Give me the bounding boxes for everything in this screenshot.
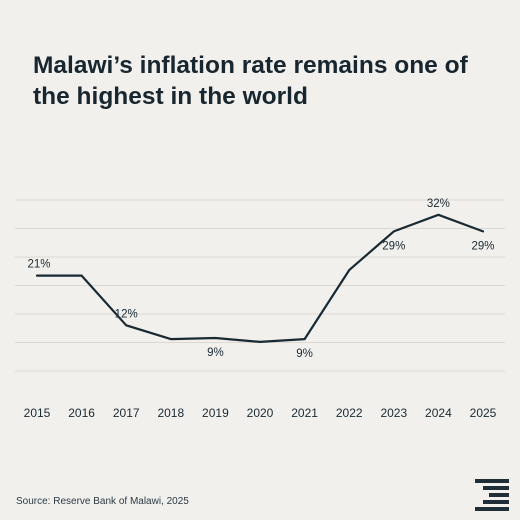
data-label: 21% — [27, 259, 50, 271]
x-tick-label: 2016 — [68, 406, 95, 420]
x-tick-label: 2019 — [202, 406, 229, 420]
source-note: Source: Reserve Bank of Malawi, 2025 — [16, 496, 189, 507]
stacked-bars-logo-icon — [475, 479, 509, 511]
line-chart: 2015 2016 2017 2018 2019 2020 2021 2022 2023 2024… — [15, 198, 505, 420]
chart-title: Malawi’s inflation rate remains one of t… — [33, 52, 468, 110]
gridlines — [15, 199, 505, 372]
data-label: 29% — [471, 240, 494, 252]
data-label: 9% — [296, 348, 313, 360]
x-tick-label: 2024 — [425, 406, 452, 420]
x-tick-label: 2023 — [380, 406, 407, 420]
x-tick-label: 2021 — [291, 406, 318, 420]
x-tick-label: 2025 — [470, 406, 497, 420]
x-tick-label: 2017 — [113, 406, 140, 420]
x-tick-label: 2018 — [157, 406, 184, 420]
data-label: 12% — [115, 308, 138, 320]
x-tick-label: 2022 — [336, 406, 363, 420]
x-tick-label: 2020 — [247, 406, 274, 420]
data-label: 32% — [427, 198, 450, 210]
x-axis-ticks: 2015 2016 2017 2018 2019 2020 2021 2022 2023 2024… — [24, 406, 497, 420]
data-label: 29% — [382, 240, 405, 252]
data-label: 9% — [207, 347, 224, 359]
data-labels: 21% 12% 9% 9% 29% 32% 29% — [27, 198, 494, 360]
series-line — [35, 213, 485, 343]
x-tick-label: 2015 — [24, 406, 51, 420]
